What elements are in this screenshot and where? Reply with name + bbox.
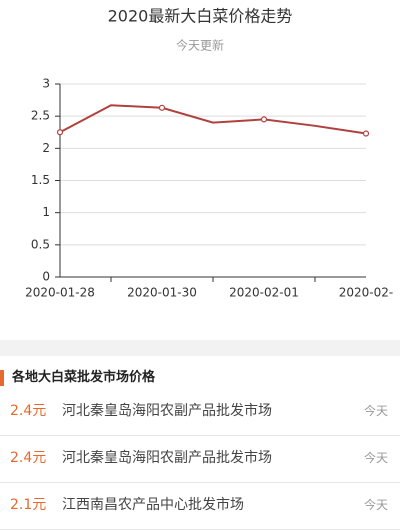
y-tick-label: 2	[42, 141, 50, 155]
price: 2.4元	[10, 450, 47, 466]
list-title: 各地大白菜批发市场价格	[12, 370, 156, 385]
list-row[interactable]: 2.1元 江西南昌农产品中心批发市场 今天	[0, 482, 400, 530]
y-tick-label: 0.5	[31, 237, 50, 251]
market: 河北秦皇岛海阳农副产品批发市场	[62, 450, 272, 466]
list-row[interactable]: 2.4元 河北秦皇岛海阳农副产品批发市场 今天	[0, 388, 400, 436]
market: 江西南昌农产品中心批发市场	[62, 497, 244, 513]
point	[56, 129, 64, 136]
y-tick-label: 1	[42, 205, 50, 219]
x-tick-label: 2020-01-30	[127, 286, 197, 300]
line	[59, 104, 367, 135]
x-tick-label: 2020-02-01	[229, 286, 299, 300]
point	[260, 116, 268, 123]
price: 2.4元	[10, 403, 47, 419]
chart-subtitle: 今天更新	[176, 38, 224, 53]
y-tick-label: 2.5	[31, 109, 50, 123]
y-tick-label: 0	[42, 270, 50, 284]
date: 今天	[363, 498, 388, 512]
date: 今天	[363, 451, 388, 465]
price: 2.1元	[10, 497, 47, 513]
list-row[interactable]: 2.4元 河北秦皇岛海阳农副产品批发市场 今天	[0, 435, 400, 483]
y-tick-label: 1.5	[31, 173, 50, 187]
point	[362, 130, 370, 137]
date: 今天	[363, 404, 388, 418]
chart-title: 2020最新大白菜价格走势	[108, 7, 293, 26]
list-header: 各地大白菜批发市场价格	[0, 368, 400, 388]
y-tick-label: 3	[42, 77, 50, 91]
market: 河北秦皇岛海阳农副产品批发市场	[62, 403, 272, 419]
separator	[0, 340, 400, 356]
chart: 2020最新大白菜价格走势 今天更新 0 0.5 1 1.5 2 2.5 3 2020-01-…	[25, 7, 393, 300]
x-tick-label: 2020-01-28	[25, 286, 95, 300]
point	[158, 104, 166, 111]
x-tick-label: 2020-02-	[339, 286, 393, 300]
